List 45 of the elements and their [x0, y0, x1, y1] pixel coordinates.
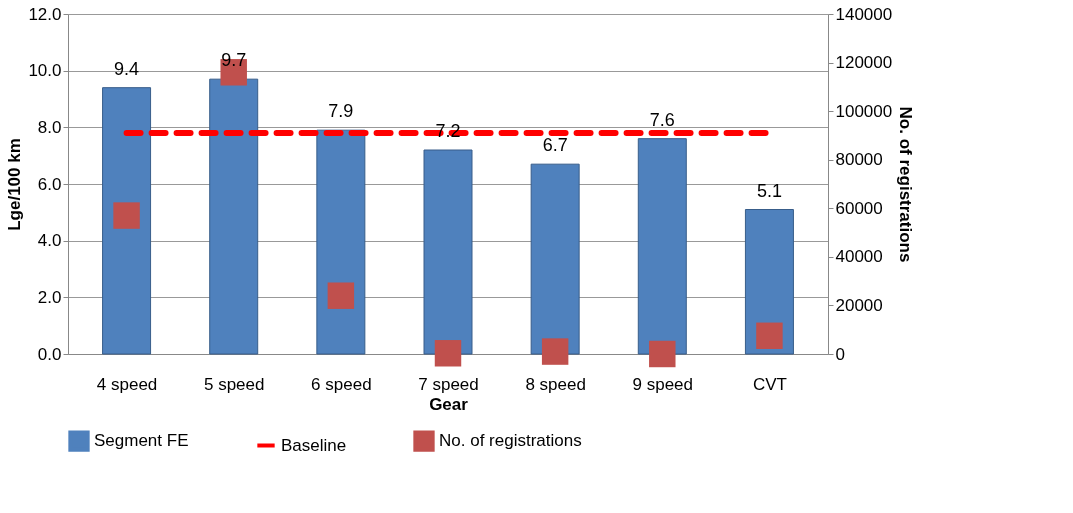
- x-tick-label: CVT: [752, 374, 787, 394]
- x-tick-label: 5 speed: [203, 374, 265, 394]
- data-label: 9.4: [114, 58, 140, 79]
- y2-tick-label: 60000: [835, 198, 883, 218]
- y2-tick-label: 100000: [835, 101, 893, 121]
- bar: [423, 149, 473, 355]
- y-tick-label: 6.0: [37, 174, 62, 194]
- y-axis-title: Lge/100 km: [5, 138, 25, 231]
- y2-tick-label: 140000: [835, 4, 893, 24]
- y2-tick-label: 120000: [835, 53, 893, 73]
- legend-label: No. of registrations: [439, 431, 582, 451]
- point: [541, 338, 569, 365]
- point: [649, 340, 676, 368]
- point: [113, 202, 140, 229]
- y-tick-label: 12.0: [28, 4, 62, 24]
- y-tick-label: 8.0: [37, 117, 62, 137]
- point: [756, 322, 783, 350]
- y2-tick-label: 40000: [835, 247, 883, 267]
- x-tick-label: 4 speed: [96, 374, 158, 394]
- data-label: 7.9: [328, 101, 354, 122]
- y2-tick-label: 80000: [835, 150, 883, 170]
- y-tick-label: 4.0: [37, 231, 62, 251]
- bar: [530, 163, 580, 355]
- legend-label: Baseline: [281, 435, 347, 455]
- bar: [102, 87, 152, 355]
- y-tick-label: 2.0: [37, 287, 62, 307]
- x-tick-label: 9 speed: [632, 374, 694, 394]
- y-tick-label: 10.0: [28, 61, 62, 81]
- point: [434, 340, 462, 367]
- y2-tick-label: 0: [835, 344, 845, 364]
- data-label: 6.7: [542, 135, 568, 156]
- bar: [209, 78, 259, 355]
- x-tick-label: 8 speed: [525, 374, 586, 394]
- legend-label: Segment FE: [94, 431, 189, 451]
- point: [327, 282, 355, 309]
- data-label: 5.1: [756, 180, 782, 201]
- bar: [637, 138, 687, 355]
- x-tick-label: 7 speed: [418, 374, 479, 394]
- y2-tick-label: 20000: [835, 295, 883, 315]
- x-tick-label: 6 speed: [311, 374, 372, 394]
- x-axis-title: Gear: [429, 394, 469, 414]
- y2-axis-title: No. of registrations: [896, 106, 916, 263]
- bar: [316, 129, 366, 355]
- y-tick-label: 0.0: [37, 344, 62, 364]
- data-label: 7.6: [649, 109, 675, 130]
